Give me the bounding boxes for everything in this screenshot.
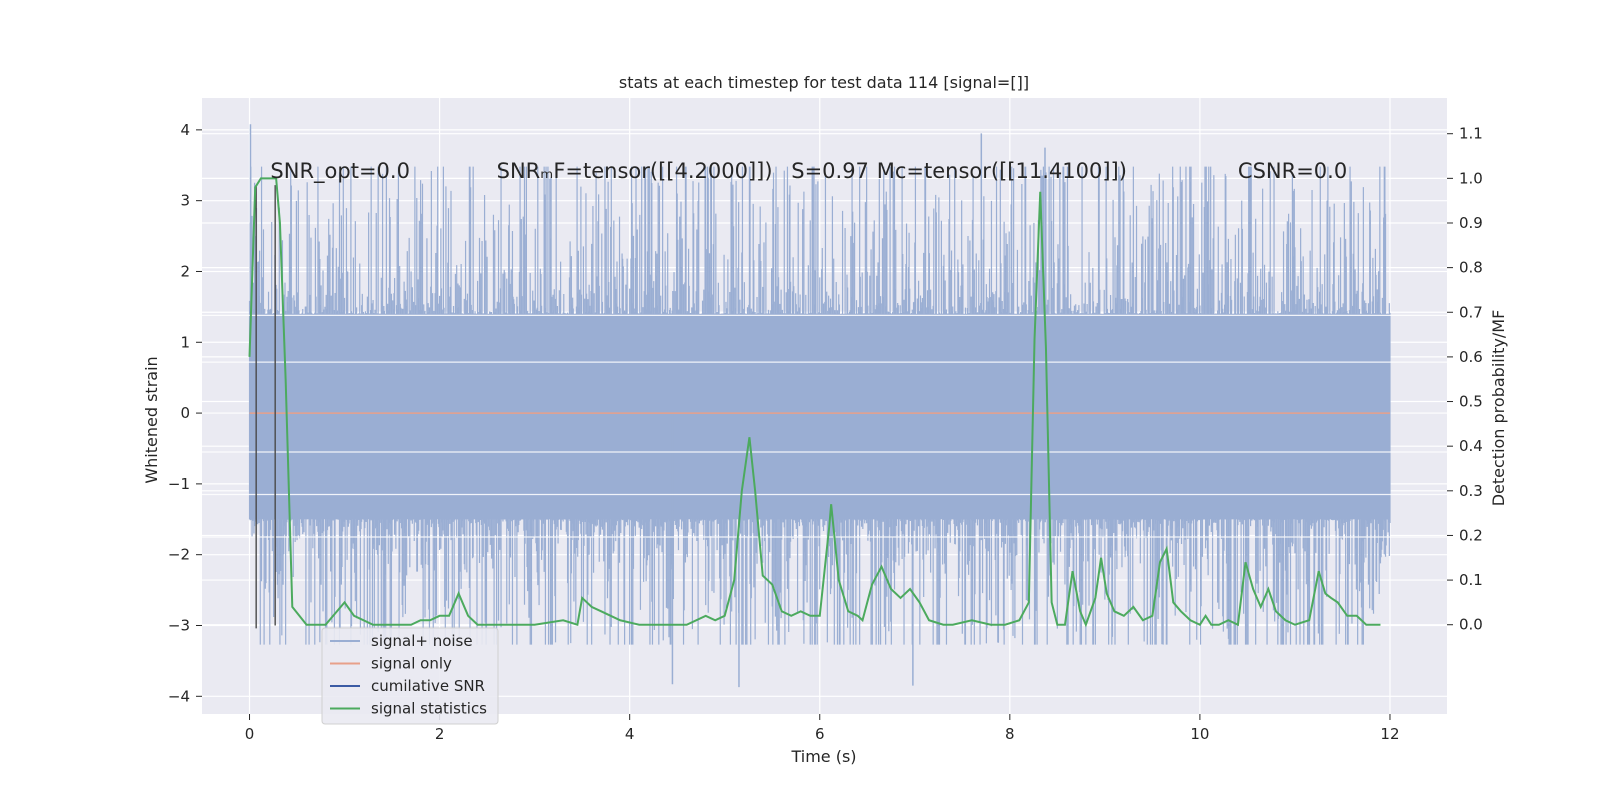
y-tick-label: 0 [180, 404, 190, 422]
legend: signal+ noise signal only cumilative SNR si… [321, 627, 499, 725]
y-tick-label: −3 [168, 616, 190, 634]
y-axis-label: Whitened strain [142, 356, 161, 483]
y-tick-label: 2 [180, 262, 190, 280]
annotation-snr-opt: SNR_opt=0.0 [270, 159, 410, 184]
y-tick-label: −4 [168, 687, 190, 705]
x-tick-label: 8 [1005, 725, 1015, 743]
y-right-tick-label: 0.9 [1459, 214, 1483, 232]
y-right-tick-label: 0.8 [1459, 259, 1483, 277]
y-right-tick-label: 0.3 [1459, 482, 1483, 500]
y-tick-label: 1 [180, 333, 190, 351]
y-right-tick-label: 0.5 [1459, 393, 1483, 411]
legend-box [321, 627, 499, 725]
x-tick-label: 0 [245, 725, 255, 743]
annotation-mc-value: Mᴄ=tensor([[11.4100]]) [877, 159, 1127, 183]
x-axis-label: Time (s) [790, 747, 856, 766]
legend-label: signal only [371, 655, 452, 673]
y-right-tick-label: 0.6 [1459, 348, 1483, 366]
y-tick-label: −2 [168, 546, 190, 564]
x-tick-label: 4 [625, 725, 635, 743]
y-right-tick-label: 0.2 [1459, 526, 1483, 544]
y-tick-label: −1 [168, 475, 190, 493]
y-right-tick-label: 0.0 [1459, 616, 1483, 634]
y-right-tick-label: 0.4 [1459, 437, 1483, 455]
y-right-tick-label: 1.1 [1459, 125, 1483, 143]
annotations: SNR_opt=0.0 SNRₘF=tensor([[4.2000]]) S=0.9… [270, 159, 1347, 184]
annotation-csnr: CSNR=0.0 [1238, 159, 1347, 183]
chart-title: stats at each timestep for test data 114… [619, 73, 1029, 92]
legend-label: signal statistics [371, 700, 487, 718]
x-tick-label: 6 [815, 725, 825, 743]
x-tick-label: 12 [1380, 725, 1399, 743]
axes: 0 2 4 6 8 10 1243210−1−2−3−41.11.00.90.80.70.6… [168, 121, 1483, 743]
annotation-snr-mf: SNRₘF=tensor([[4.2000]]) [497, 159, 773, 183]
x-tick-label: 10 [1190, 725, 1209, 743]
y-tick-label: 4 [180, 121, 190, 139]
y-right-tick-label: 0.7 [1459, 303, 1483, 321]
y-right-tick-label: 0.1 [1459, 571, 1483, 589]
y-right-axis-label: Detection probability/MF [1489, 310, 1508, 507]
annotation-s-value: S=0.97 [791, 159, 869, 183]
legend-label: signal+ noise [371, 632, 473, 650]
legend-label: cumilative SNR [371, 677, 485, 695]
x-tick-label: 2 [435, 725, 445, 743]
series-signal-statistics [248, 177, 1381, 628]
y-right-tick-label: 1.0 [1459, 169, 1483, 187]
series-layer [202, 124, 1447, 688]
y-tick-label: 3 [180, 192, 190, 210]
